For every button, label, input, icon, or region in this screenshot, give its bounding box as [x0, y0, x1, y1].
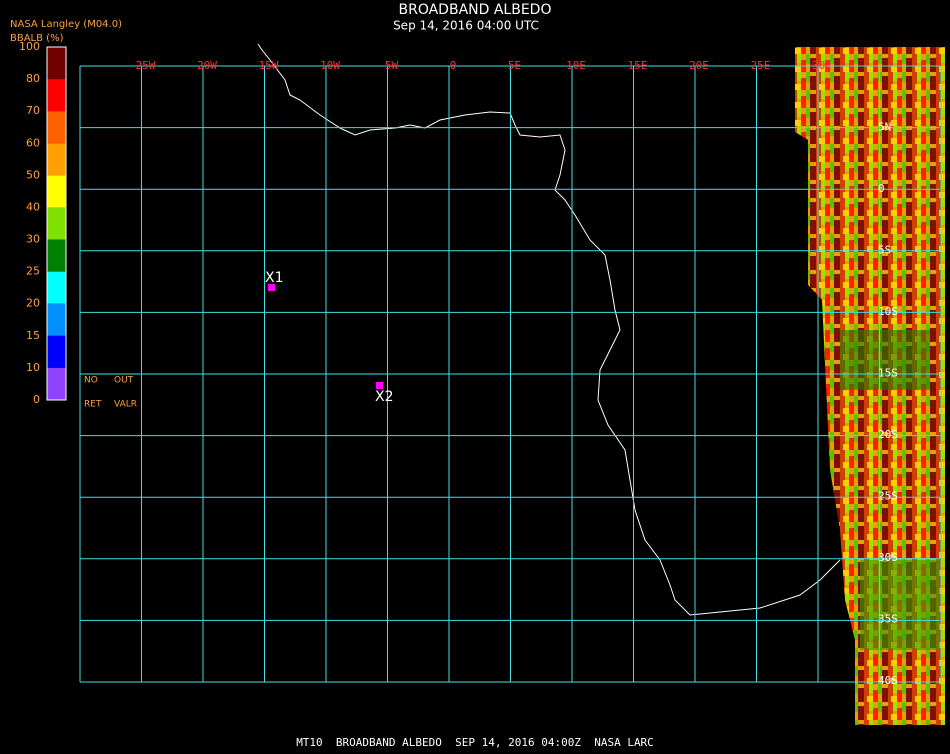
- legend-swatch: [47, 79, 66, 112]
- satellite-data: [860, 560, 940, 650]
- legend-tick-label: 30: [26, 233, 40, 246]
- longitude-label: 10E: [566, 59, 586, 72]
- legend-tick-label: 70: [26, 104, 40, 117]
- longitude-label: 10W: [320, 59, 340, 72]
- latitude-label: 25S: [878, 490, 898, 503]
- legend-swatch: [47, 111, 66, 144]
- legend-note: RET: [84, 400, 102, 410]
- legend-tick-label: 60: [26, 136, 40, 149]
- legend-swatch: [47, 239, 66, 272]
- legend-note: VALR: [114, 400, 137, 410]
- latitude-label: 35S: [878, 613, 898, 626]
- legend-note: NO: [84, 376, 98, 386]
- marker-label: X2: [375, 389, 394, 405]
- legend-swatch: [47, 143, 66, 176]
- legend-tick-label: 15: [26, 329, 40, 342]
- legend-tick-label: 40: [26, 200, 40, 213]
- legend-note: OUT: [114, 376, 134, 386]
- latitude-label: 0: [878, 182, 885, 195]
- longitude-label: 15E: [628, 59, 648, 72]
- longitude-label: 15W: [259, 59, 279, 72]
- legend-tick-label: 10: [26, 361, 40, 374]
- source: NASA Langley (M04.0): [10, 19, 122, 30]
- latitude-label: 5N: [878, 121, 891, 134]
- longitude-label: 20W: [197, 59, 217, 72]
- coastline: [257, 43, 841, 616]
- legend-tick-label: 20: [26, 297, 40, 310]
- legend-swatch: [47, 335, 66, 368]
- footer: MT10 BROADBAND ALBEDO SEP 14, 2016 04:00…: [296, 736, 654, 749]
- longitude-label: 5E: [508, 59, 521, 72]
- legend-swatch: [47, 47, 66, 80]
- subtitle: Sep 14, 2016 04:00 UTC: [393, 19, 539, 33]
- legend-swatch: [47, 207, 66, 240]
- legend-swatch: [47, 367, 66, 400]
- latitude-label: 40S: [878, 674, 898, 687]
- longitude-label: 30E: [812, 59, 832, 72]
- grid: 25W 20W 15W 10W 5W 0 5E 10E 15E 20E 25E 30E 5N 0 5S 10S…: [79, 59, 942, 687]
- legend-swatch: [47, 175, 66, 208]
- legend-frame: [46, 46, 67, 401]
- title: BROADBAND ALBEDO: [399, 2, 552, 18]
- satellite-data: [840, 330, 930, 390]
- legend-title: BBALB (%): [10, 33, 64, 44]
- legend-tick-label: 80: [26, 72, 40, 85]
- legend-tick-label: 0: [33, 393, 40, 406]
- longitude-label: 5W: [385, 59, 399, 72]
- longitude-label: 25W: [136, 59, 156, 72]
- latitude-label: 5S: [878, 244, 891, 257]
- legend-swatch: [47, 271, 66, 304]
- latitude-label: 10S: [878, 305, 898, 318]
- marker: [376, 382, 383, 389]
- latitude-label: 30S: [878, 551, 898, 564]
- marker: [268, 284, 275, 291]
- legend-swatch: [47, 303, 66, 336]
- longitude-label: 20E: [689, 59, 709, 72]
- legend-tick-label: 50: [26, 168, 40, 181]
- longitude-label: 0: [450, 59, 457, 72]
- legend-tick-label: 100: [19, 40, 40, 53]
- marker-label: X1: [265, 270, 284, 286]
- latitude-label: 20S: [878, 428, 898, 441]
- latitude-label: 15S: [878, 367, 898, 380]
- longitude-label: 25E: [751, 59, 771, 72]
- legend-tick-label: 25: [26, 265, 40, 278]
